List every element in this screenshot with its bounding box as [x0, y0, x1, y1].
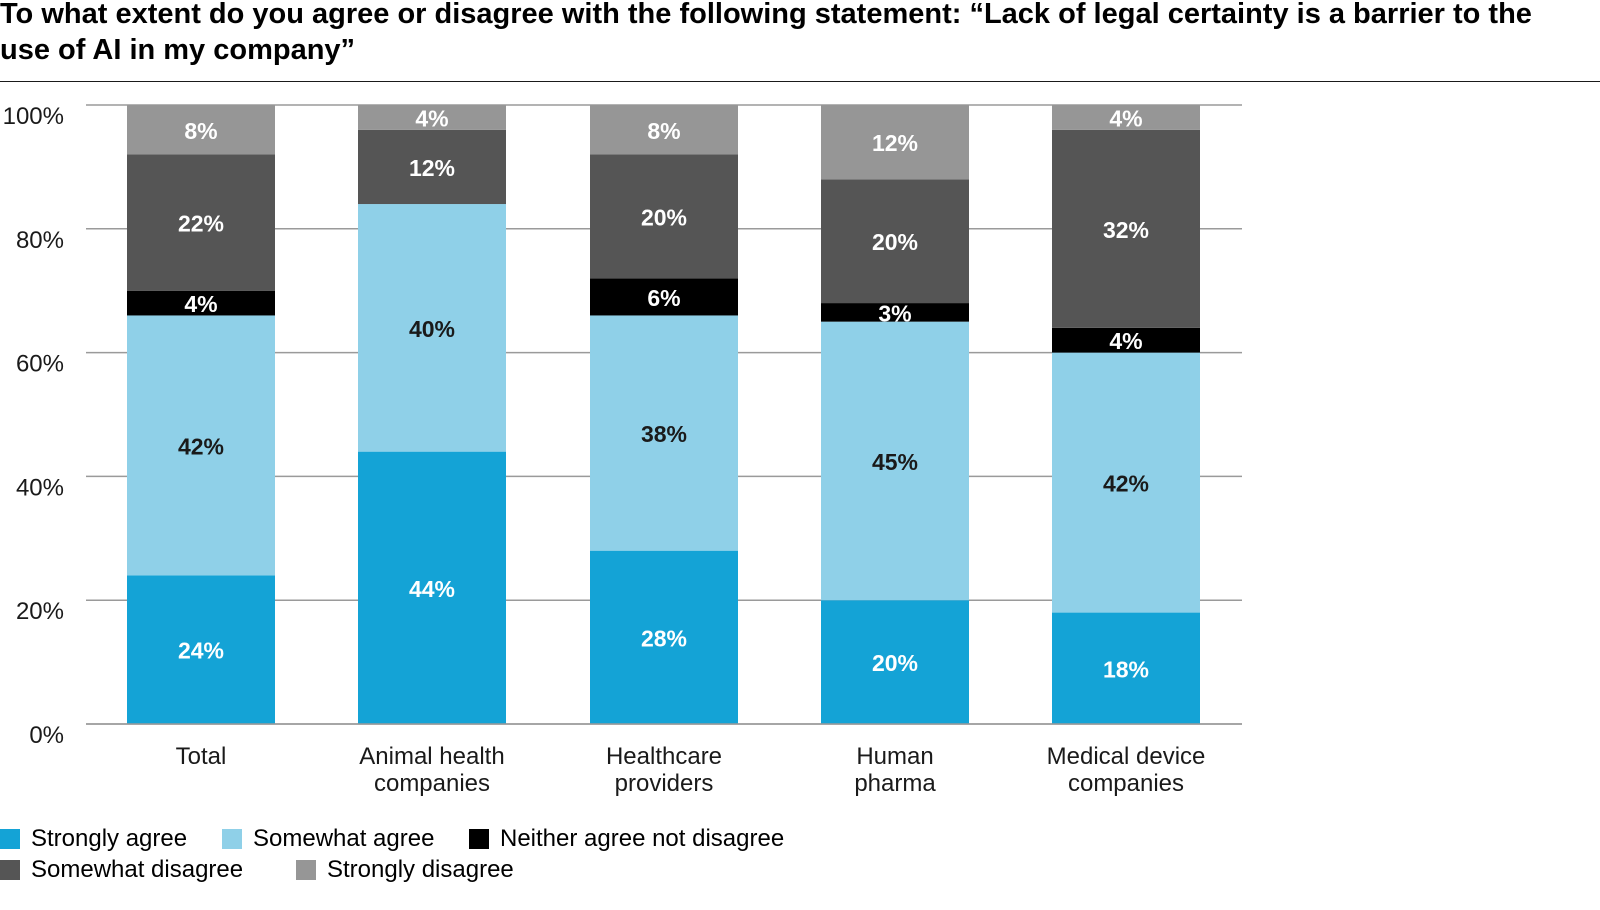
- y-tick-label: 60%: [16, 351, 64, 378]
- x-tick-label: Total: [176, 743, 227, 770]
- data-label: 18%: [1103, 656, 1149, 682]
- bar-segment: [127, 154, 275, 291]
- legend-swatch: [222, 829, 242, 849]
- legend-swatch: [0, 860, 20, 880]
- data-label: 8%: [647, 118, 680, 144]
- legend-swatch: [296, 860, 316, 880]
- legend-item: Strongly agree: [0, 824, 187, 854]
- legend-item: Somewhat disagree: [0, 855, 243, 885]
- x-tick-label: Medical device companies: [1047, 743, 1206, 797]
- bar-segment: [1052, 612, 1200, 724]
- bar-segment: [127, 290, 275, 316]
- data-label: 3%: [878, 300, 911, 326]
- y-tick-label: 20%: [16, 598, 64, 625]
- legend-swatch: [469, 829, 489, 849]
- data-label: 6%: [647, 285, 680, 311]
- data-label: 42%: [1103, 471, 1149, 497]
- bar-segment: [1052, 129, 1200, 328]
- bar-segment: [821, 303, 969, 322]
- data-label: 4%: [1109, 328, 1142, 354]
- data-label: 12%: [872, 130, 918, 156]
- x-tick-label: Human pharma: [854, 743, 936, 797]
- legend-label: Somewhat agree: [253, 825, 435, 852]
- y-tick-label: 80%: [16, 227, 64, 254]
- bar-segment: [821, 105, 969, 180]
- bar-segment: [127, 575, 275, 724]
- bar-segment: [1052, 105, 1200, 130]
- x-tick-label: Healthcare providers: [606, 743, 722, 797]
- bar-segment: [127, 315, 275, 576]
- y-tick-label: 100%: [3, 103, 64, 130]
- bar-segment: [821, 321, 969, 601]
- y-tick-label: 0%: [29, 722, 64, 749]
- legend-item: Strongly disagree: [296, 855, 514, 885]
- data-label: 28%: [641, 625, 687, 651]
- data-label: 20%: [872, 650, 918, 676]
- data-label: 38%: [641, 421, 687, 447]
- legend-swatch: [0, 829, 20, 849]
- data-label: 12%: [409, 155, 455, 181]
- data-label: 20%: [641, 204, 687, 230]
- data-label: 44%: [409, 576, 455, 602]
- legend-label: Somewhat disagree: [31, 856, 244, 883]
- x-tick-label: Animal health companies: [359, 743, 504, 797]
- data-label: 22%: [178, 211, 224, 237]
- y-tick-label: 40%: [16, 474, 64, 501]
- data-label: 45%: [872, 449, 918, 475]
- data-label: 32%: [1103, 217, 1149, 243]
- bar-segment: [821, 600, 969, 724]
- data-label: 4%: [184, 291, 217, 317]
- legend-label: Neither agree not disagree: [500, 825, 785, 852]
- legend-label: Strongly disagree: [327, 856, 514, 883]
- data-label: 40%: [409, 316, 455, 342]
- bar-segment: [590, 278, 738, 316]
- legend-item: Somewhat agree: [222, 824, 434, 854]
- bar-segment: [358, 129, 506, 205]
- bar-segment: [358, 105, 506, 130]
- bar-segment: [1052, 352, 1200, 613]
- data-label: 8%: [184, 118, 217, 144]
- legend-item: Neither agree not disagree: [469, 824, 784, 854]
- chart-title: To what extent do you agree or disagree …: [0, 0, 1532, 66]
- bar-segment: [1052, 327, 1200, 353]
- legend-label: Strongly agree: [31, 825, 188, 852]
- data-label: 24%: [178, 638, 224, 664]
- bar-segment: [821, 179, 969, 304]
- bar-segment: [590, 154, 738, 279]
- bar-segment: [590, 550, 738, 724]
- bar-segment: [358, 204, 506, 452]
- title-divider: [0, 81, 1600, 82]
- bar-segment: [590, 315, 738, 551]
- data-label: 4%: [415, 105, 448, 131]
- data-label: 20%: [872, 229, 918, 255]
- data-label: 4%: [1109, 105, 1142, 131]
- data-label: 42%: [178, 433, 224, 459]
- bar-segment: [590, 105, 738, 155]
- bar-segment: [358, 451, 506, 724]
- bar-segment: [127, 105, 275, 155]
